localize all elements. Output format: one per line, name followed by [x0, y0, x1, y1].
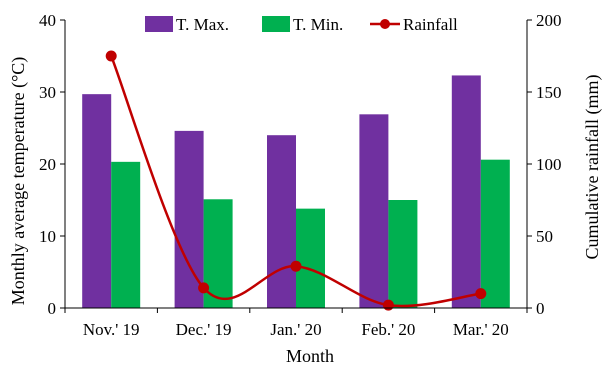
- legend-swatch-t-max: [145, 16, 173, 32]
- x-tick-label: Mar.' 20: [453, 320, 509, 339]
- x-tick-label: Dec.' 19: [176, 320, 232, 339]
- left-y-tick-label: 40: [39, 11, 56, 30]
- rainfall-point-5: [475, 288, 487, 300]
- x-axis-title: Month: [286, 346, 334, 366]
- bar-t-min-5: [480, 159, 510, 308]
- bar-t-max-1: [82, 94, 112, 308]
- bar-t-max-2: [174, 130, 204, 308]
- rainfall-point-1: [105, 50, 117, 62]
- left-y-tick-label: 30: [39, 83, 56, 102]
- bars-layer: [82, 75, 510, 308]
- right-y-tick-label: 0: [536, 299, 545, 318]
- tick-labels-layer: 0 10 20 30 40 0 50 100 150 200 Nov.' 19 Dec.' 19 Jan…: [39, 11, 562, 339]
- left-y-tick-label: 20: [39, 155, 56, 174]
- left-y-axis-title: Monthly average temperature (°C): [8, 57, 29, 306]
- bar-t-max-5: [451, 75, 481, 308]
- legend-label-rainfall: Rainfall: [403, 15, 458, 34]
- bar-t-min-4: [388, 200, 418, 308]
- bar-t-min-3: [296, 208, 325, 308]
- rainfall-point-2: [198, 282, 210, 294]
- right-y-tick-label: 200: [536, 11, 562, 30]
- left-y-tick-label: 10: [39, 227, 56, 246]
- bar-t-min-1: [111, 161, 141, 308]
- legend-label-t-min: T. Min.: [293, 15, 343, 34]
- legend-label-t-max: T. Max.: [176, 15, 229, 34]
- rainfall-line: [110, 55, 481, 308]
- x-tick-label: Nov.' 19: [83, 320, 140, 339]
- axes-layer: [60, 19, 532, 313]
- bar-t-max-3: [267, 135, 296, 308]
- rainfall-point-3: [290, 260, 302, 272]
- right-y-axis-title: Cumulative rainfall (mm): [582, 75, 603, 260]
- x-tick-label: Feb.' 20: [361, 320, 415, 339]
- rainfall-point-4: [382, 299, 394, 311]
- right-y-tick-label: 50: [536, 227, 553, 246]
- right-y-tick-label: 150: [536, 83, 562, 102]
- legend-marker-rainfall: [380, 19, 390, 29]
- bar-t-max-4: [359, 114, 389, 308]
- x-tick-label: Jan.' 20: [270, 320, 321, 339]
- right-y-tick-label: 100: [536, 155, 562, 174]
- legend-swatch-t-min: [262, 16, 290, 32]
- legend: T. Max. T. Min. Rainfall: [145, 15, 458, 34]
- left-y-tick-label: 0: [48, 299, 57, 318]
